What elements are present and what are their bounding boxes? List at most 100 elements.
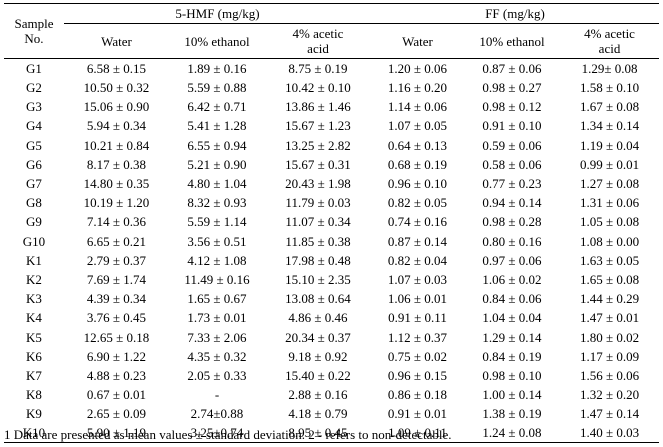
group-header-ff: FF (mg/kg) — [371, 3, 660, 24]
cell-ff-ethanol: 1.04 ± 0.04 — [482, 310, 542, 326]
cell-5hmf-water: 6.65 ± 0.21 — [86, 233, 147, 249]
cell-5hmf-acetic: 13.08 ± 0.64 — [285, 291, 351, 307]
cell-sample-id: G10 — [22, 233, 46, 249]
table-row: G4 5.94 ± 0.34 5.41 ± 1.28 15.67 ± 1.23 1.07… — [4, 116, 659, 135]
cell-sample-id: K3 — [26, 291, 42, 307]
cell-ff-ethanol: 0.80 ± 0.16 — [482, 233, 542, 249]
cell-5hmf-ethanol: 5.41 ± 1.28 — [187, 118, 247, 134]
cell-ff-water: 1.16 ± 0.20 — [387, 80, 448, 96]
cell-ff-water: 1.09 ± 0.11 — [371, 423, 464, 444]
cell-ff-acetic: 1.27 ± 0.08 — [579, 176, 640, 192]
table-row: K9 2.65 ± 0.09 2.74±0.88 4.18 ± 0.79 0.91 ± … — [4, 404, 659, 423]
table-row: G3 15.06 ± 0.90 6.42 ± 0.71 13.86 ± 1.46 1.1… — [4, 97, 659, 116]
cell-ff-ethanol: 1.38 ± 0.19 — [482, 406, 542, 422]
cell-sample-id: K5 — [26, 329, 42, 345]
cell-5hmf-ethanol: 5.59 ± 1.14 — [187, 214, 247, 230]
cell-ff-water: 0.75 ± 0.02 — [387, 348, 448, 364]
cell-5hmf-ethanol: 11.49 ± 0.16 — [184, 271, 250, 287]
cell-sample-id: G9 — [26, 214, 42, 230]
cell-ff-acetic: 0.99 ± 0.01 — [579, 156, 640, 172]
cell-ff-acetic: 1.19 ± 0.04 — [579, 137, 640, 153]
cell-5hmf-ethanol: 3.25±0.74 — [169, 423, 265, 444]
cell-5hmf-ethanol: 7.33 ± 2.06 — [187, 329, 247, 345]
cell-ff-water: 0.96 ± 0.15 — [387, 367, 448, 383]
cell-5hmf-acetic: 2.88 ± 0.16 — [288, 387, 348, 403]
cell-5hmf-acetic: 13.86 ± 1.46 — [285, 99, 351, 115]
col-header-acetic-line2: acid — [598, 41, 621, 56]
table-row: K5 12.65 ± 0.18 7.33 ± 2.06 20.34 ± 0.37 1.1… — [4, 327, 659, 346]
table-row: K1 2.79 ± 0.37 4.12 ± 1.08 17.98 ± 0.48 0.82… — [4, 251, 659, 270]
table-header: Sample No. 5-HMF (mg/kg) FF (mg/kg) Wate… — [4, 3, 660, 59]
cell-ff-ethanol: 0.91 ± 0.10 — [482, 118, 542, 134]
cell-ff-ethanol: 1.00 ± 0.14 — [482, 387, 542, 403]
table-row: G5 10.21 ± 0.84 6.55 ± 0.94 13.25 ± 2.82 0.6… — [4, 136, 659, 155]
cell-ff-ethanol: 0.97 ± 0.06 — [482, 252, 542, 268]
cell-ff-water: 0.82 ± 0.04 — [387, 252, 448, 268]
table-row: G6 8.17 ± 0.38 5.21 ± 0.90 15.67 ± 0.31 0.68… — [4, 155, 659, 174]
cell-ff-water: 1.20 ± 0.06 — [387, 61, 448, 76]
cell-5hmf-acetic: 11.79 ± 0.03 — [285, 195, 351, 211]
cell-sample-id: G1 — [26, 61, 42, 76]
cell-ff-acetic: 1.08 ± 0.00 — [579, 233, 640, 249]
cell-5hmf-acetic: 20.43 ± 1.98 — [285, 176, 351, 192]
cell-ff-water: 0.64 ± 0.13 — [387, 137, 448, 153]
table-row: G9 7.14 ± 0.36 5.59 ± 1.14 11.07 ± 0.34 0.74… — [4, 212, 659, 231]
cell-sample-id: K2 — [26, 271, 42, 287]
cell-ff-ethanol: 0.77 ± 0.23 — [482, 176, 542, 192]
cell-ff-ethanol: 0.94 ± 0.14 — [482, 195, 542, 211]
table-row: G1 6.58 ± 0.15 1.89 ± 0.16 8.75 ± 0.19 1.20 … — [4, 59, 659, 79]
cell-sample-id: G8 — [26, 195, 42, 211]
cell-5hmf-water: 10.21 ± 0.84 — [83, 137, 150, 153]
cell-5hmf-ethanol: - — [214, 387, 220, 403]
cell-5hmf-water: 15.06 ± 0.90 — [83, 99, 150, 115]
cell-5hmf-acetic: 15.40 ± 0.22 — [285, 367, 351, 383]
sample-no-header: Sample No. — [4, 3, 64, 59]
cell-ff-ethanol: 1.29 ± 0.14 — [482, 329, 542, 345]
cell-5hmf-ethanol: 4.12 ± 1.08 — [187, 252, 247, 268]
sample-header-line1: Sample — [14, 16, 54, 31]
cell-sample-id: K7 — [26, 367, 42, 383]
cell-ff-acetic: 1.56 ± 0.06 — [579, 367, 640, 383]
cell-5hmf-ethanol: 2.05 ± 0.33 — [187, 367, 247, 383]
cell-ff-acetic: 1.05 ± 0.08 — [579, 214, 640, 230]
cell-5hmf-water: 10.50 ± 0.32 — [83, 80, 150, 96]
cell-ff-ethanol: 0.59 ± 0.06 — [482, 137, 542, 153]
cell-sample-id: G3 — [26, 99, 42, 115]
cell-ff-acetic: 1.44 ± 0.29 — [579, 291, 640, 307]
cell-ff-ethanol: 1.24 ± 0.08 — [464, 423, 560, 444]
cell-ff-water: 0.96 ± 0.10 — [387, 176, 448, 192]
cell-5hmf-acetic: 15.67 ± 0.31 — [285, 156, 351, 172]
cell-5hmf-water: 10.19 ± 1.20 — [83, 195, 150, 211]
cell-ff-acetic: 1.63 ± 0.05 — [579, 252, 640, 268]
cell-ff-water: 0.91 ± 0.01 — [387, 406, 448, 422]
table-row: K6 6.90 ± 1.22 4.35 ± 0.32 9.18 ± 0.92 0.75 … — [4, 347, 659, 366]
cell-5hmf-ethanol: 2.74±0.88 — [190, 406, 244, 422]
cell-ff-acetic: 1.40 ± 0.03 — [560, 423, 660, 444]
cell-5hmf-ethanol: 1.89 ± 0.16 — [187, 61, 247, 76]
table-row: G7 14.80 ± 0.35 4.80 ± 1.04 20.43 ± 1.98 0.9… — [4, 174, 659, 193]
cell-5hmf-acetic: 8.75 ± 0.19 — [288, 61, 348, 76]
data-table: Sample No. 5-HMF (mg/kg) FF (mg/kg) Wate… — [4, 3, 660, 444]
table-row: G10 6.65 ± 0.21 3.56 ± 0.51 11.85 ± 0.38 0.8… — [4, 232, 659, 251]
cell-ff-acetic: 1.34 ± 0.14 — [579, 118, 640, 134]
cell-5hmf-acetic: 10.42 ± 0.10 — [285, 80, 351, 96]
cell-5hmf-ethanol: 5.59 ± 0.88 — [187, 80, 247, 96]
cell-5hmf-water: 12.65 ± 0.18 — [83, 329, 150, 345]
cell-5hmf-water: 5.90 ± 1.19 — [64, 423, 169, 444]
cell-ff-acetic: 1.47 ± 0.14 — [579, 406, 640, 422]
cell-sample-id: G2 — [26, 80, 42, 96]
cell-ff-acetic: 1.65 ± 0.08 — [579, 271, 640, 287]
cell-ff-ethanol: 0.98 ± 0.27 — [482, 80, 542, 96]
cell-5hmf-water: 4.88 ± 0.23 — [86, 367, 147, 383]
cell-ff-acetic: 1.80 ± 0.02 — [579, 329, 640, 345]
cell-ff-ethanol: 0.84 ± 0.19 — [482, 348, 542, 364]
cell-ff-water: 1.07 ± 0.05 — [387, 118, 448, 134]
table-row: K4 3.76 ± 0.45 1.73 ± 0.01 4.86 ± 0.46 0.91 … — [4, 308, 659, 327]
cell-ff-acetic: 1.67 ± 0.08 — [579, 99, 640, 115]
cell-ff-ethanol: 1.06 ± 0.02 — [482, 271, 542, 287]
cell-ff-water: 0.87 ± 0.14 — [387, 233, 448, 249]
col-header-acetic-line1: 4% acetic — [584, 26, 635, 41]
table-row: K3 4.39 ± 0.34 1.65 ± 0.67 13.08 ± 0.64 1.06… — [4, 289, 659, 308]
cell-5hmf-acetic: 4.18 ± 0.79 — [288, 406, 348, 422]
cell-5hmf-water: 7.69 ± 1.74 — [86, 271, 147, 287]
